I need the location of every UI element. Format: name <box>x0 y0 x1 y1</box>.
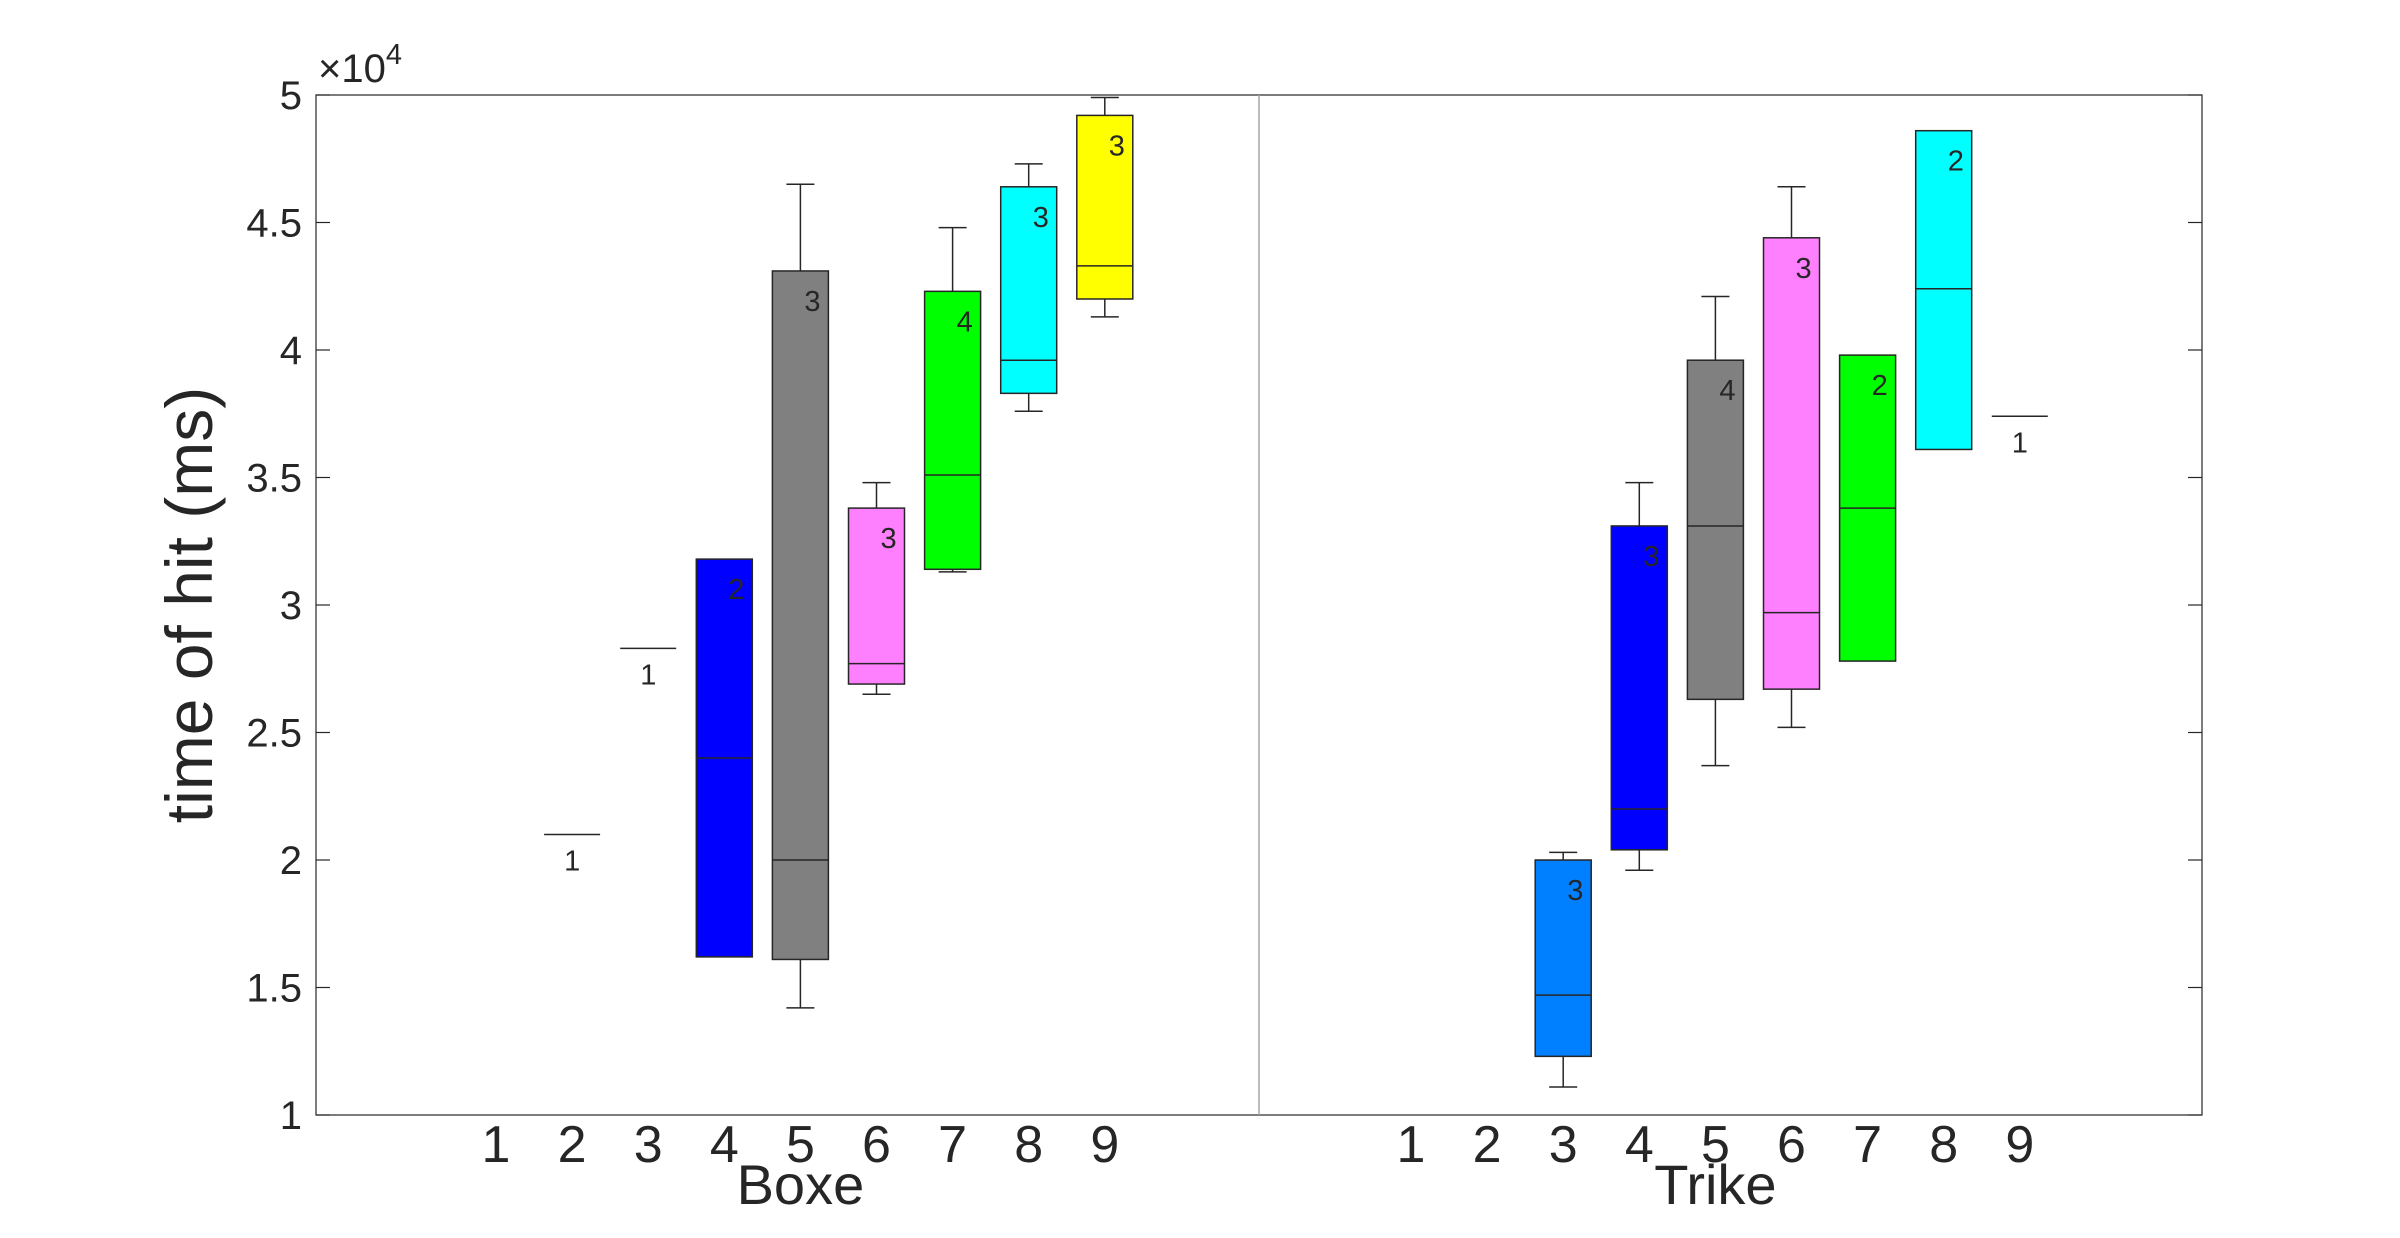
count-label: 2 <box>1872 370 1888 402</box>
x-tick-label: 3 <box>1549 1116 1578 1174</box>
x-tick-label: 2 <box>1473 1116 1502 1174</box>
group-label: Trike <box>1654 1153 1776 1216</box>
box-body <box>1076 114 1134 300</box>
box-body <box>923 290 982 571</box>
x-tick-label: 7 <box>938 1116 967 1174</box>
x-tick-label: 5 <box>786 1116 815 1174</box>
chart-marks: 1 1 2 3 3 4 3 3 3 3 4 3 2 2 1 <box>544 96 2048 1088</box>
box-trike-9: 1 <box>1991 415 2048 459</box>
box-body <box>847 507 906 685</box>
x-tick-label: 6 <box>1777 1116 1806 1174</box>
box-boxe-2: 1 <box>544 833 601 878</box>
box-body <box>1762 237 1821 690</box>
box-boxe-3: 1 <box>620 647 677 691</box>
count-label: 4 <box>957 306 973 338</box>
count-label: 3 <box>1033 202 1049 234</box>
box-boxe-6: 3 <box>847 481 906 695</box>
y-tick-label: 4.5 <box>246 202 302 246</box>
count-label: 1 <box>640 659 656 691</box>
count-label: 1 <box>564 846 580 878</box>
y-tick-label: 2 <box>280 839 302 883</box>
x-tick-label: 3 <box>634 1116 663 1174</box>
box-boxe-8: 3 <box>999 163 1058 412</box>
count-label: 2 <box>1948 146 1964 178</box>
count-label: 3 <box>1109 130 1125 162</box>
count-label: 4 <box>1719 375 1735 407</box>
box-body <box>1686 359 1745 701</box>
box-body <box>771 270 830 961</box>
count-label: 3 <box>1796 253 1812 285</box>
y-axis-exponent-power: 4 <box>386 39 402 71</box>
box-trike-3: 3 <box>1534 851 1592 1088</box>
count-label: 3 <box>804 286 820 318</box>
box-trike-5: 4 <box>1686 295 1745 767</box>
count-label: 3 <box>881 523 897 555</box>
y-axis: 1 1.5 2 2.5 3 3.5 4 4.5 5 <box>246 74 2202 1138</box>
box-trike-7: 2 <box>1838 354 1897 662</box>
y-tick-label: 2.5 <box>246 712 302 756</box>
box-trike-8: 2 <box>1914 129 1973 451</box>
y-axis-label: time of hit (ms) <box>152 387 226 823</box>
y-axis-exponent-base: ×10 <box>318 47 386 91</box>
count-label: 3 <box>1567 875 1583 907</box>
x-tick-label: 9 <box>2005 1116 2034 1174</box>
count-label: 2 <box>728 574 744 606</box>
y-tick-label: 5 <box>280 74 302 118</box>
x-tick-label: 2 <box>558 1116 587 1174</box>
box-trike-6: 3 <box>1762 186 1821 729</box>
box-boxe-5: 3 <box>771 183 830 1009</box>
y-tick-label: 3.5 <box>246 457 302 501</box>
count-label: 1 <box>2012 427 2028 459</box>
box-boxe-4: 2 <box>695 558 754 958</box>
x-tick-label: 5 <box>1701 1116 1730 1174</box>
x-tick-label: 6 <box>862 1116 891 1174</box>
box-body <box>999 186 1058 395</box>
box-trike-4: 3 <box>1610 481 1669 871</box>
y-axis-exponent: ×104 <box>318 39 402 91</box>
y-tick-label: 1.5 <box>246 967 302 1011</box>
box-body <box>1534 859 1592 1058</box>
group-label: Boxe <box>737 1153 865 1216</box>
x-tick-label: 8 <box>1929 1116 1958 1174</box>
y-tick-label: 1 <box>280 1094 302 1138</box>
x-tick-label: 4 <box>710 1116 739 1174</box>
y-tick-label: 3 <box>280 584 302 628</box>
box-boxe-7: 4 <box>923 226 982 573</box>
box-body <box>1610 525 1669 851</box>
x-tick-label: 1 <box>482 1116 511 1174</box>
box-body <box>1914 129 1973 451</box>
x-tick-label: 1 <box>1397 1116 1426 1174</box>
count-label: 3 <box>1643 541 1659 573</box>
x-tick-label: 7 <box>1853 1116 1882 1174</box>
x-tick-label: 4 <box>1625 1116 1654 1174</box>
box-boxe-9: 3 <box>1076 96 1134 318</box>
y-tick-label: 4 <box>280 329 302 373</box>
x-tick-label: 9 <box>1090 1116 1119 1174</box>
x-tick-label: 8 <box>1014 1116 1043 1174</box>
